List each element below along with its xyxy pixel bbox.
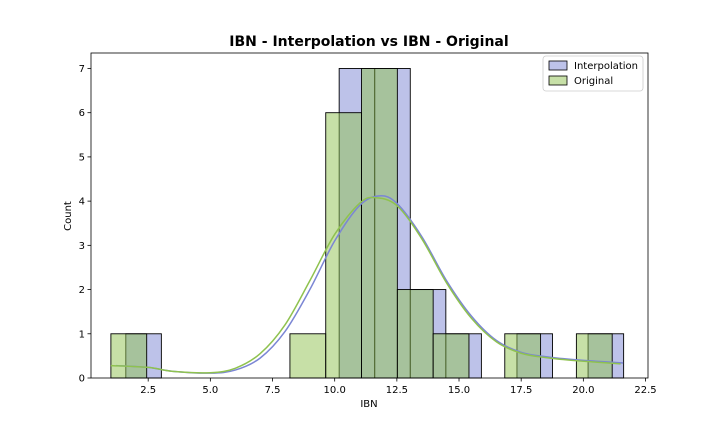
bar-original-0 [110, 333, 148, 379]
x-tick-label: 12.5 [386, 385, 408, 396]
legend-label-original: Original [574, 76, 613, 87]
bars-layer [110, 68, 625, 379]
legend-swatch-original [548, 75, 568, 86]
bar-original-5 [289, 333, 327, 379]
bar-original-9 [432, 333, 470, 379]
x-tick-label: 20.0 [572, 385, 594, 396]
bar-original-13 [575, 333, 613, 379]
y-tick-label: 4 [79, 197, 85, 208]
legend: Interpolation Original [542, 55, 644, 92]
bar-original-7 [361, 68, 398, 379]
bar-original-6 [325, 112, 362, 379]
x-axis-label: IBN [360, 399, 377, 410]
legend-box [542, 55, 644, 92]
x-tick-label: 17.5 [510, 385, 532, 396]
x-tick-label: 15.0 [448, 385, 470, 396]
x-tick-label: 7.5 [265, 385, 281, 396]
chart-title: IBN - Interpolation vs IBN - Original [229, 34, 508, 50]
y-tick-label: 1 [79, 329, 85, 340]
x-tick-label: 10.0 [324, 385, 346, 396]
x-tick-label: 5.0 [202, 385, 218, 396]
kde-line-original [110, 196, 621, 374]
x-tick-label: 22.5 [634, 385, 656, 396]
plot-frame [90, 52, 649, 379]
y-tick-label: 3 [79, 241, 85, 252]
y-axis-ticks: 0 1 2 3 4 5 6 7 [79, 64, 91, 385]
y-tick-label: 2 [79, 285, 85, 296]
y-tick-label: 6 [79, 108, 85, 119]
bar-original-8 [396, 289, 434, 379]
legend-swatch-interpolation [548, 60, 568, 71]
y-tick-label: 0 [79, 374, 85, 385]
y-tick-label: 7 [79, 64, 85, 75]
y-axis-label: Count [63, 201, 74, 231]
x-axis-ticks: 2.5 5.0 7.5 10.0 12.5 15.0 17.5 20.0 22.5 [140, 378, 657, 396]
kde-line-interpolation [115, 195, 624, 374]
x-tick-label: 2.5 [140, 385, 156, 396]
kde-layer [110, 195, 624, 374]
legend-label-interpolation: Interpolation [574, 61, 638, 72]
y-tick-label: 5 [79, 152, 85, 163]
